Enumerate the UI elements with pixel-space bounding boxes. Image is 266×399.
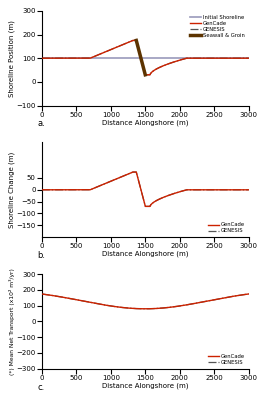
GenCade xyxy=(124,173,127,178)
Line: GENESIS: GENESIS xyxy=(42,40,249,75)
GENESIS xyxy=(131,170,135,174)
Line: GenCade: GenCade xyxy=(42,294,249,309)
Initial Shoreline xyxy=(40,56,43,61)
GENESIS xyxy=(247,56,250,61)
X-axis label: Distance Alongshore (m): Distance Alongshore (m) xyxy=(102,119,189,126)
Line: GenCade: GenCade xyxy=(42,40,249,75)
GENESIS xyxy=(206,56,209,61)
GenCade xyxy=(124,41,127,46)
X-axis label: Distance Alongshore (m): Distance Alongshore (m) xyxy=(102,382,189,389)
Seawall & Groin xyxy=(144,72,147,77)
GENESIS xyxy=(183,56,186,61)
GENESIS xyxy=(132,170,135,174)
GENESIS xyxy=(144,204,147,209)
GENESIS xyxy=(131,306,135,311)
GENESIS xyxy=(40,292,43,296)
GenCade xyxy=(40,292,43,296)
GENESIS xyxy=(182,303,186,308)
GENESIS xyxy=(124,305,127,310)
Text: c.: c. xyxy=(38,383,45,392)
GenCade xyxy=(247,188,250,192)
GenCade xyxy=(144,306,147,311)
GenCade xyxy=(40,56,43,61)
GenCade xyxy=(131,306,135,311)
X-axis label: Distance Alongshore (m): Distance Alongshore (m) xyxy=(102,251,189,257)
GENESIS xyxy=(144,72,147,77)
GenCade xyxy=(144,72,147,77)
Y-axis label: Shoreline Change (m): Shoreline Change (m) xyxy=(8,152,15,228)
GENESIS xyxy=(183,188,186,193)
GENESIS xyxy=(61,188,65,192)
Line: GENESIS: GENESIS xyxy=(42,294,249,309)
Initial Shoreline xyxy=(40,56,44,61)
GENESIS xyxy=(206,188,209,192)
GenCade xyxy=(247,292,250,296)
GENESIS xyxy=(205,299,209,304)
GenCade xyxy=(132,170,135,174)
Line: GENESIS: GENESIS xyxy=(42,172,249,206)
GenCade xyxy=(61,56,65,61)
Line: Seawall & Groin: Seawall & Groin xyxy=(136,40,145,75)
GenCade xyxy=(144,204,147,209)
Legend: GenCade, GENESIS: GenCade, GENESIS xyxy=(207,221,246,235)
GENESIS xyxy=(202,188,205,192)
GenCade xyxy=(131,38,135,43)
GenCade xyxy=(40,188,43,192)
GENESIS xyxy=(247,292,250,296)
GenCade xyxy=(202,299,205,304)
Y-axis label: (*) Mean Net Transport (x10² m³/yr): (*) Mean Net Transport (x10² m³/yr) xyxy=(9,268,15,375)
GENESIS xyxy=(132,38,135,43)
Legend: Initial Shoreline, GenCade, GENESIS, Seawall & Groin: Initial Shoreline, GenCade, GENESIS, Sea… xyxy=(189,14,246,39)
GenCade xyxy=(132,38,135,43)
GENESIS xyxy=(40,56,43,61)
GenCade xyxy=(124,305,127,310)
GenCade xyxy=(202,188,205,192)
Text: a.: a. xyxy=(38,119,45,128)
GenCade xyxy=(183,188,186,193)
GenCade xyxy=(131,170,135,174)
Line: GenCade: GenCade xyxy=(42,172,249,206)
Text: b.: b. xyxy=(38,251,46,260)
GENESIS xyxy=(124,173,127,178)
GENESIS xyxy=(40,188,43,192)
GenCade xyxy=(247,56,250,61)
Y-axis label: Shoreline Position (m): Shoreline Position (m) xyxy=(8,20,15,97)
GENESIS xyxy=(61,295,65,300)
GenCade xyxy=(206,188,209,192)
GenCade xyxy=(182,303,186,308)
GENESIS xyxy=(202,299,205,304)
GENESIS xyxy=(124,41,127,46)
GenCade xyxy=(61,188,65,192)
GenCade xyxy=(205,299,209,304)
GenCade xyxy=(183,56,186,61)
GenCade xyxy=(61,295,65,300)
Seawall & Groin xyxy=(135,38,138,43)
GENESIS xyxy=(202,56,205,61)
GenCade xyxy=(202,56,205,61)
Legend: GenCade, GENESIS: GenCade, GENESIS xyxy=(207,353,246,366)
GENESIS xyxy=(144,306,147,311)
GenCade xyxy=(206,56,209,61)
GENESIS xyxy=(131,38,135,43)
GENESIS xyxy=(247,188,250,192)
GENESIS xyxy=(61,56,65,61)
